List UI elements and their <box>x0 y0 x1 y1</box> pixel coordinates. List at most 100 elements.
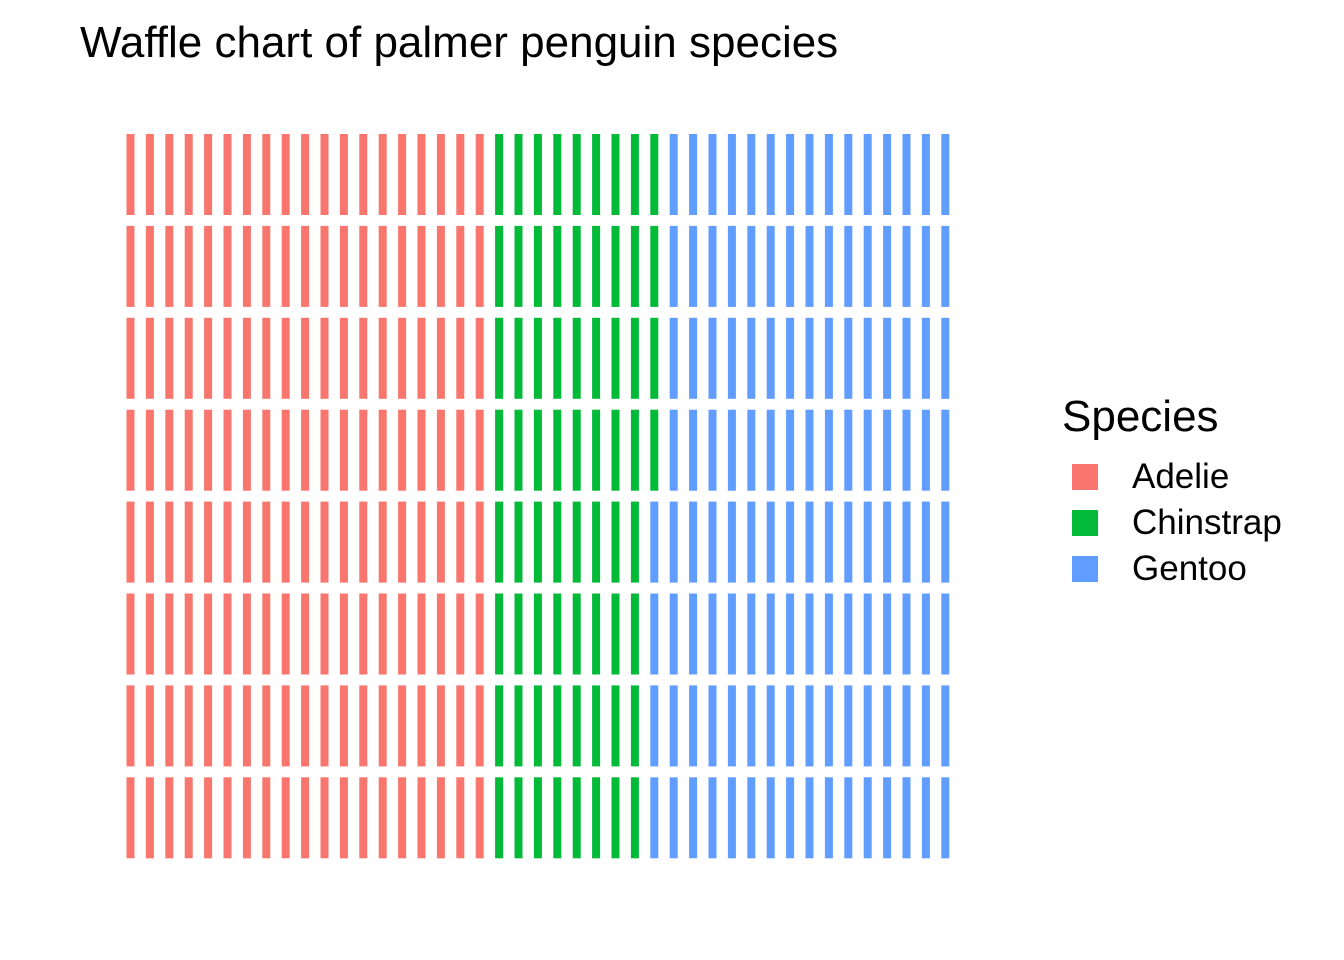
waffle-cell-adelie <box>165 225 174 307</box>
waffle-cell-chinstrap <box>611 777 620 859</box>
waffle-cell-gentoo <box>727 501 736 583</box>
waffle-cell-adelie <box>436 317 445 399</box>
waffle-cell-chinstrap <box>495 685 504 767</box>
waffle-cell-gentoo <box>786 593 795 675</box>
waffle-cell-adelie <box>262 501 271 583</box>
waffle-cell-adelie <box>184 685 193 767</box>
waffle-cell-gentoo <box>766 593 775 675</box>
waffle-cell-gentoo <box>786 134 795 215</box>
waffle-cell-adelie <box>320 593 329 675</box>
waffle-cell-adelie <box>398 225 407 307</box>
waffle-cell-gentoo <box>708 685 717 767</box>
waffle-cell-gentoo <box>708 501 717 583</box>
waffle-cell-gentoo <box>883 593 892 675</box>
waffle-cell-gentoo <box>650 501 659 583</box>
waffle-cell-gentoo <box>805 685 814 767</box>
waffle-cell-adelie <box>262 777 271 859</box>
waffle-cell-adelie <box>359 777 368 859</box>
waffle-cell-adelie <box>339 501 348 583</box>
waffle-cell-gentoo <box>766 501 775 583</box>
waffle-cell-adelie <box>398 685 407 767</box>
waffle-cell-adelie <box>456 225 465 307</box>
waffle-cell-chinstrap <box>514 134 523 215</box>
waffle-cell-adelie <box>301 134 310 215</box>
waffle-cell-gentoo <box>863 777 872 859</box>
waffle-cell-chinstrap <box>514 317 523 399</box>
waffle-cell-adelie <box>417 409 426 491</box>
waffle-cell-adelie <box>475 593 484 675</box>
waffle-cell-adelie <box>184 593 193 675</box>
waffle-cell-adelie <box>281 501 290 583</box>
waffle-cell-chinstrap <box>630 409 639 491</box>
waffle-cell-gentoo <box>844 409 853 491</box>
waffle-cell-gentoo <box>727 777 736 859</box>
waffle-cell-gentoo <box>747 777 756 859</box>
waffle-cell-gentoo <box>902 685 911 767</box>
waffle-cell-gentoo <box>650 685 659 767</box>
waffle-cell-chinstrap <box>592 777 601 859</box>
waffle-cell-chinstrap <box>630 134 639 215</box>
waffle-cell-adelie <box>223 777 232 859</box>
waffle-cell-gentoo <box>844 501 853 583</box>
waffle-cell-gentoo <box>883 409 892 491</box>
legend-key-adelie <box>1072 464 1098 490</box>
waffle-cell-gentoo <box>786 777 795 859</box>
waffle-cell-adelie <box>378 685 387 767</box>
waffle-cell-chinstrap <box>650 225 659 307</box>
waffle-cell-gentoo <box>863 685 872 767</box>
waffle-cell-chinstrap <box>533 777 542 859</box>
waffle-cell-adelie <box>339 134 348 215</box>
waffle-cell-adelie <box>436 593 445 675</box>
waffle-cell-adelie <box>184 134 193 215</box>
waffle-cell-chinstrap <box>611 225 620 307</box>
waffle-cell-chinstrap <box>611 409 620 491</box>
waffle-cell-adelie <box>436 409 445 491</box>
waffle-cell-gentoo <box>824 593 833 675</box>
waffle-cell-chinstrap <box>553 777 562 859</box>
waffle-cell-gentoo <box>863 317 872 399</box>
waffle-cell-adelie <box>320 685 329 767</box>
waffle-cell-chinstrap <box>611 501 620 583</box>
waffle-cell-adelie <box>398 409 407 491</box>
waffle-cell-adelie <box>281 593 290 675</box>
waffle-cell-chinstrap <box>495 409 504 491</box>
waffle-cell-adelie <box>398 593 407 675</box>
waffle-cell-chinstrap <box>495 593 504 675</box>
waffle-cell-chinstrap <box>592 134 601 215</box>
waffle-cell-adelie <box>339 777 348 859</box>
waffle-cell-adelie <box>359 685 368 767</box>
waffle-cell-adelie <box>339 317 348 399</box>
waffle-cell-chinstrap <box>514 685 523 767</box>
waffle-cell-gentoo <box>747 409 756 491</box>
waffle-cell-gentoo <box>747 225 756 307</box>
waffle-cell-adelie <box>378 777 387 859</box>
waffle-cell-adelie <box>339 593 348 675</box>
waffle-cell-adelie <box>378 225 387 307</box>
waffle-cell-adelie <box>223 317 232 399</box>
waffle-cell-adelie <box>359 317 368 399</box>
waffle-cell-adelie <box>281 134 290 215</box>
waffle-cell-adelie <box>262 317 271 399</box>
waffle-cell-adelie <box>204 685 213 767</box>
waffle-cell-gentoo <box>883 501 892 583</box>
waffle-cell-adelie <box>359 501 368 583</box>
waffle-cell-gentoo <box>669 409 678 491</box>
waffle-cell-adelie <box>281 225 290 307</box>
waffle-cell-chinstrap <box>592 501 601 583</box>
waffle-cell-adelie <box>475 225 484 307</box>
waffle-cell-gentoo <box>941 777 950 859</box>
legend: Species Adelie Chinstrap Gentoo <box>1062 392 1282 592</box>
waffle-cell-gentoo <box>708 225 717 307</box>
waffle-cell-adelie <box>320 409 329 491</box>
waffle-cell-gentoo <box>669 777 678 859</box>
waffle-cell-gentoo <box>883 134 892 215</box>
waffle-cell-gentoo <box>689 593 698 675</box>
legend-key-chinstrap <box>1072 510 1098 536</box>
waffle-cell-gentoo <box>883 777 892 859</box>
waffle-cell-adelie <box>126 501 135 583</box>
waffle-cell-chinstrap <box>572 685 581 767</box>
waffle-cell-adelie <box>165 593 174 675</box>
waffle-cell-gentoo <box>747 685 756 767</box>
waffle-cell-chinstrap <box>495 225 504 307</box>
waffle-cell-gentoo <box>708 134 717 215</box>
